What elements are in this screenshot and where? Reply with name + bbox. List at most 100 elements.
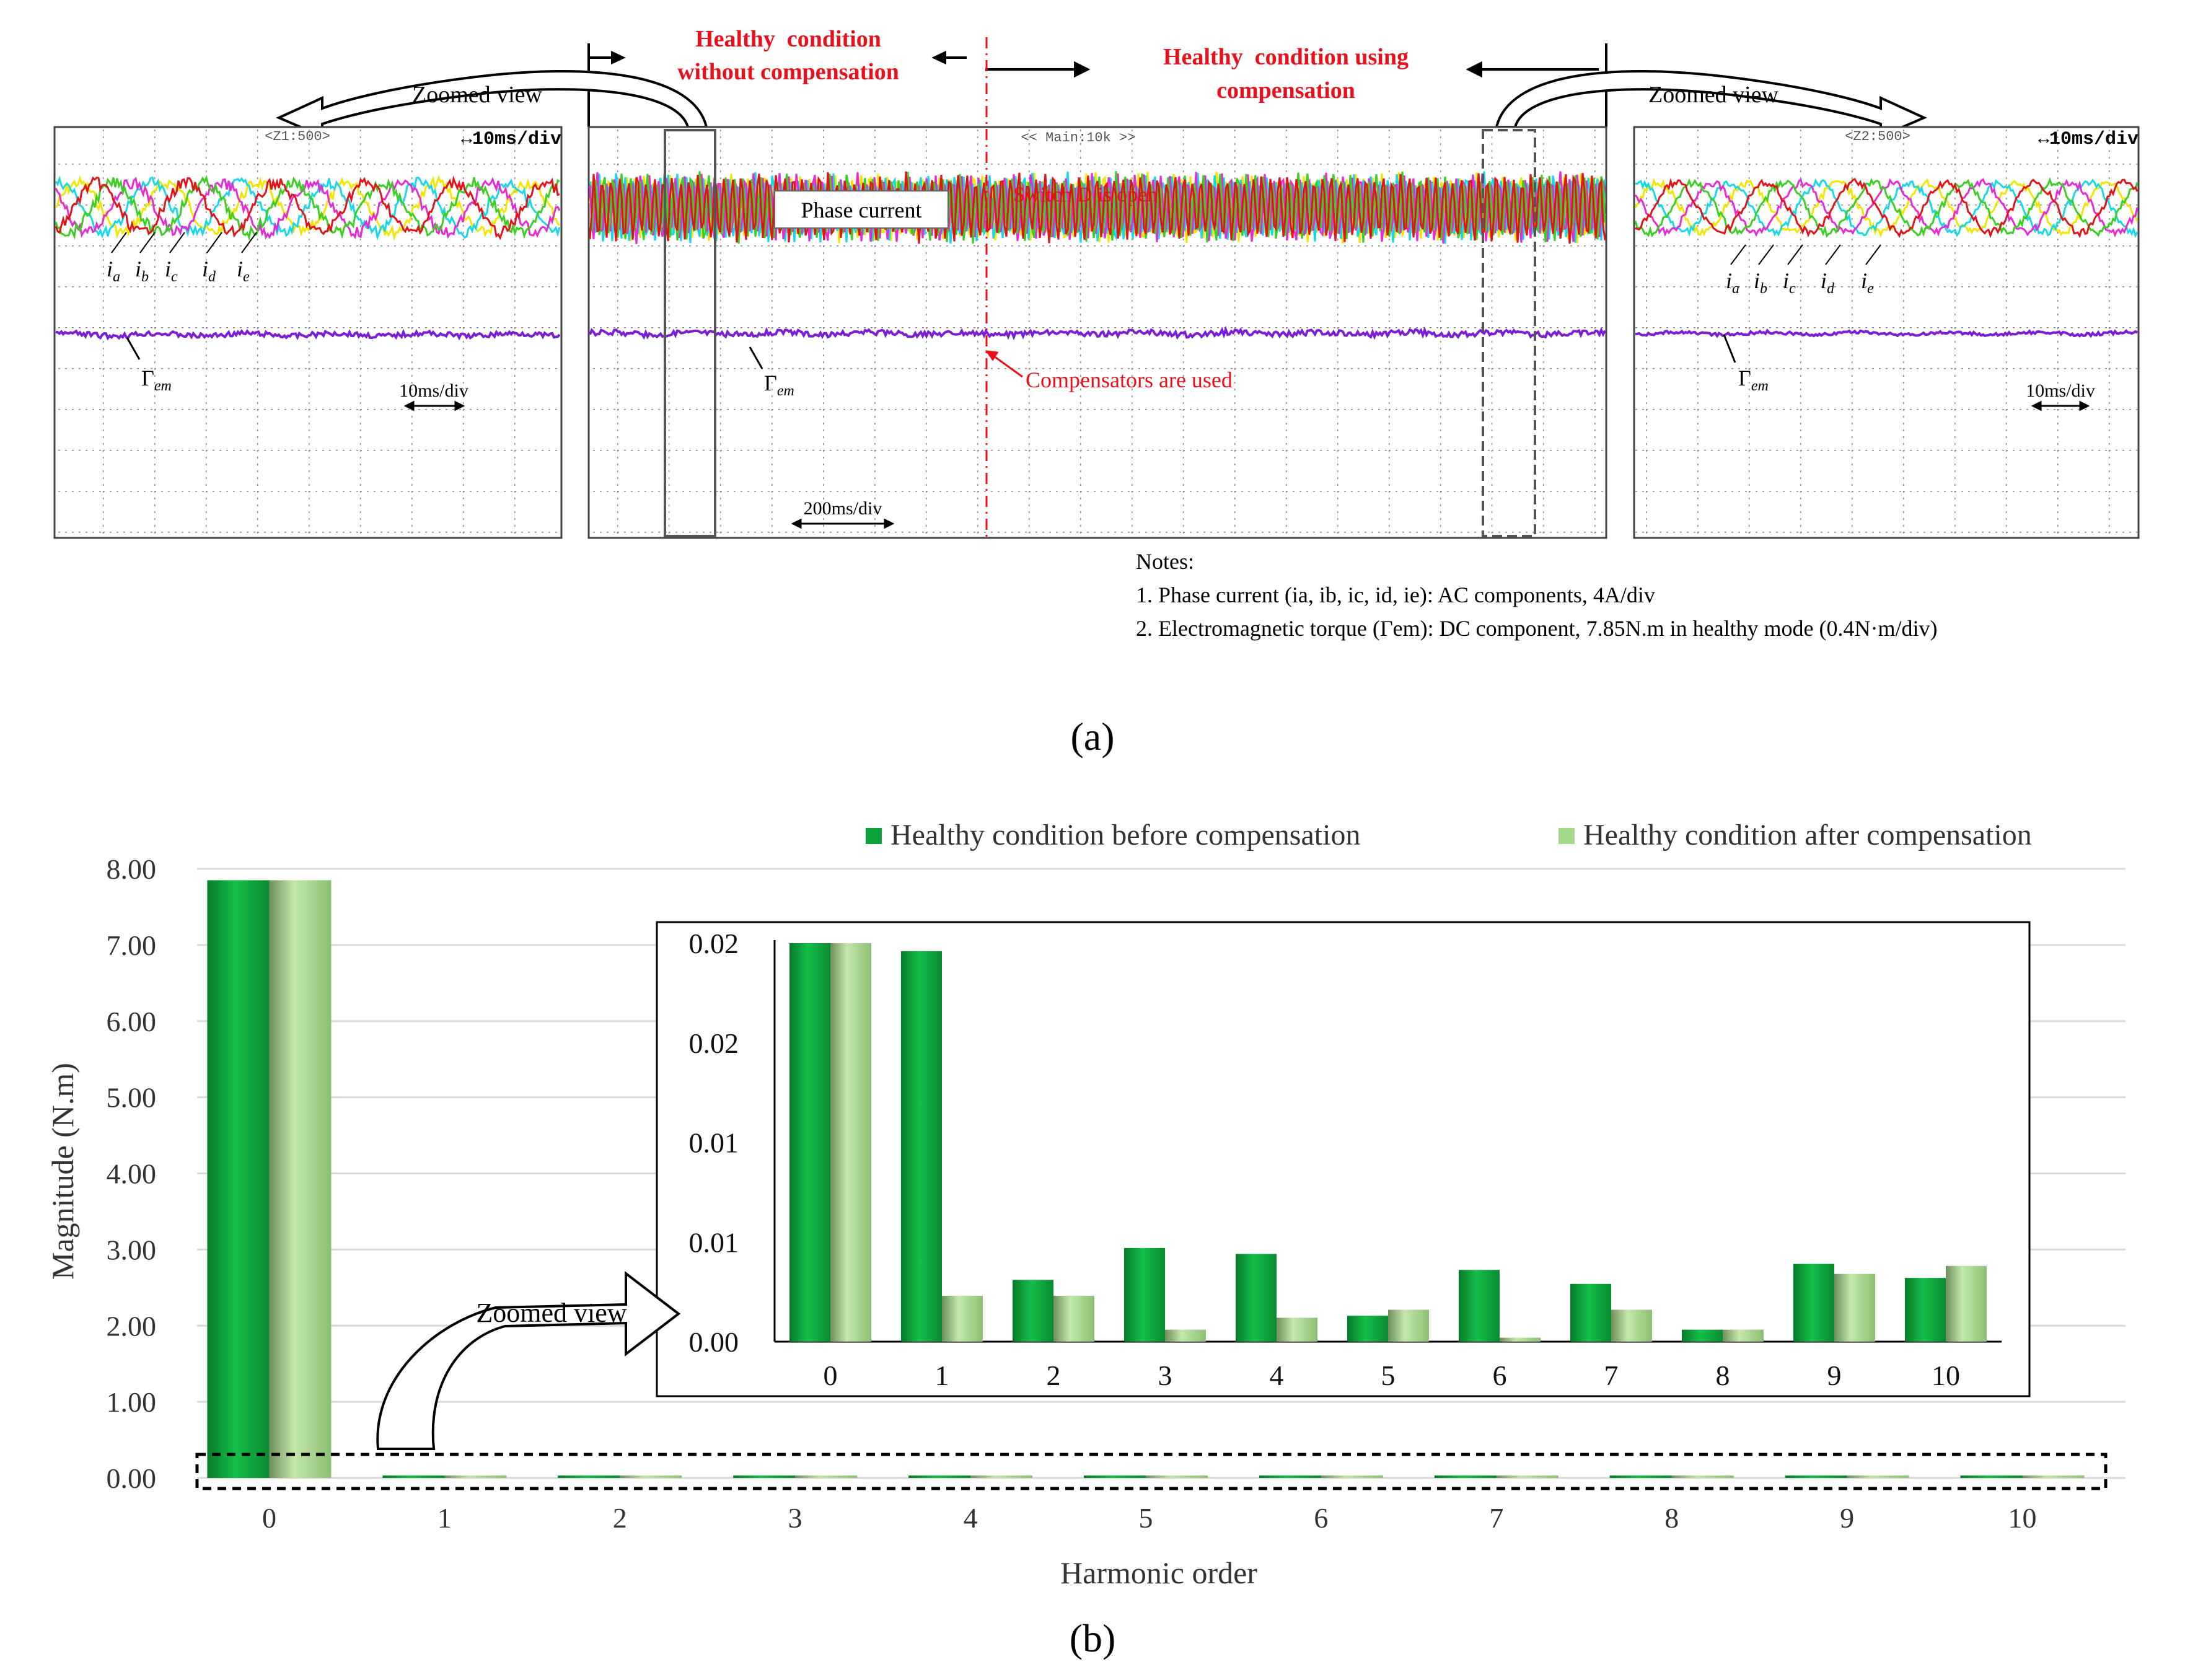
current-label: ie (1861, 268, 1874, 297)
torque-trace (589, 325, 1606, 341)
phase-current-trace (589, 171, 1606, 244)
bar-before-2 (558, 1475, 620, 1478)
notes-line1: 1. Phase current (ia, ib, ic, id, ie): A… (1136, 583, 1655, 607)
zoomed-view-b-label: Zoomed view (476, 1298, 626, 1328)
inset-bar-before-10 (1905, 1278, 1946, 1342)
scope-right: <Z2:500> ↔10ms/div ia ib ic id ie 10ms/div Γ… (1633, 126, 2140, 539)
scope-right-timebase: ↔10ms/div (2038, 129, 2139, 150)
healthy-without-line2: without compensation (677, 59, 899, 85)
bar-before-5 (1084, 1475, 1146, 1478)
inset-bar-before-4 (1236, 1254, 1277, 1342)
bar-before-9 (1785, 1475, 1847, 1478)
x-axis-title: Harmonic order (1060, 1555, 1257, 1590)
current-label: id (1821, 268, 1835, 297)
scope-right-torque-pointer (1723, 334, 1736, 363)
zoom-region-box (195, 1453, 2108, 1490)
current-label: id (202, 257, 216, 285)
inset-bar-after-10 (1946, 1265, 1987, 1342)
bar-after-3 (795, 1475, 858, 1478)
bar-before-0 (207, 880, 270, 1478)
panel-a: Healthy condition without compensation H… (53, 26, 2140, 759)
y-axis-title: Magnitude (N.m) (45, 1063, 80, 1280)
zoomed-view-left-label: Zoomed view (412, 82, 543, 108)
healthy-using-line1: Healthy condition using (1163, 44, 1409, 70)
inset-bar-before-8 (1682, 1329, 1723, 1342)
inset-bar-before-2 (1013, 1280, 1053, 1342)
notes-title: Notes: (1136, 549, 1194, 574)
current-pointer (111, 232, 127, 253)
phase-current-trace (1635, 178, 2139, 239)
x-tick-label: 7 (1489, 1502, 1503, 1534)
x-tick-label: 10 (2008, 1502, 2037, 1534)
bar-before-6 (1259, 1475, 1321, 1478)
current-label: ia (1726, 268, 1739, 297)
panel-b-label: (b) (1070, 1616, 1116, 1660)
scope-main-header: << Main:10k >> (1021, 130, 1136, 146)
phase-current-trace (55, 175, 560, 241)
inset-bar-before-0 (789, 943, 830, 1342)
torque-trace (1635, 328, 2138, 338)
inset-bar-after-9 (1834, 1273, 1875, 1342)
scope-main-window-left (664, 129, 716, 537)
inset-x-tick-label: 1 (935, 1360, 949, 1391)
scope-left-current-labels: ia ib ic id ie (107, 232, 257, 285)
legend-swatch-before (866, 828, 882, 844)
phase-current-trace (589, 171, 1606, 244)
scope-main-torque-label: Γem (764, 371, 794, 399)
inset-y-tick-label: 0.01 (689, 1127, 739, 1159)
bar-before-8 (1609, 1475, 1672, 1478)
inset-bar-after-4 (1277, 1317, 1317, 1342)
inset-bar-after-3 (1165, 1329, 1206, 1342)
inset-x-tick-label: 10 (1932, 1360, 1960, 1391)
inset-bar-before-5 (1347, 1316, 1388, 1342)
phase-current-box (774, 190, 949, 229)
scope-main-window-right (1482, 129, 1536, 537)
scope-left: <Z1:500> ↔10ms/div ia ib ic id ie 10ms/div Γ… (53, 126, 563, 539)
inset-bar-before-1 (901, 951, 942, 1342)
inset-y-tick-label: 0.02 (689, 928, 739, 959)
healthy-without-line1: Healthy condition (695, 26, 881, 52)
scope-main-traces (589, 171, 1606, 341)
scope-right-traces (1634, 177, 2139, 338)
torque-trace (55, 328, 561, 341)
inset-x-tick-label: 4 (1270, 1360, 1284, 1391)
inset-bar-before-6 (1459, 1270, 1500, 1342)
bar-after-7 (1496, 1475, 1559, 1478)
x-tick-label: 5 (1139, 1502, 1153, 1534)
current-pointer (206, 232, 222, 253)
inset-x-tick-label: 5 (1381, 1360, 1396, 1391)
zoom-arrow-left (276, 69, 708, 139)
y-tick-label: 5.00 (107, 1082, 157, 1114)
x-tick-label: 9 (1840, 1502, 1854, 1534)
panel-a-label: (a) (1070, 715, 1114, 759)
legend-swatch-after (1559, 828, 1575, 844)
inset-bar-before-3 (1124, 1247, 1165, 1342)
scope-left-div-arrow (403, 400, 465, 411)
switch-open-label: Switch D is open (1013, 183, 1158, 206)
inset-bar-after-6 (1500, 1337, 1541, 1342)
inset-x-tick-label: 7 (1604, 1360, 1619, 1391)
bar-after-5 (1146, 1475, 1208, 1478)
scope-right-header: <Z2:500> (1845, 129, 1910, 144)
legend-label-after: Healthy condition after compensation (1583, 819, 2032, 851)
current-pointer (1730, 244, 1746, 265)
bar-after-4 (970, 1475, 1033, 1478)
inset-x-tick-label: 6 (1493, 1360, 1507, 1391)
inset-bar-chart: 0.00 0.01 0.01 0.02 0.02 0 1 2 3 4 5 6 7 8 9 10 (656, 921, 2031, 1397)
notes: Notes: 1. Phase current (ia, ib, ic, id,… (1136, 549, 1938, 641)
bar-after-6 (1321, 1475, 1383, 1478)
current-label: ie (237, 257, 250, 285)
current-label: ic (1783, 268, 1796, 297)
panel-b: 0.00 1.00 2.00 3.00 4.00 5.00 6.00 7.00 8.00 0 1 2 3… (45, 819, 2126, 1660)
inset-bar-after-1 (942, 1296, 983, 1342)
zoom-arrow-b (376, 1270, 681, 1450)
inset-bar-after-0 (830, 943, 871, 1342)
bar-before-10 (1960, 1475, 2023, 1478)
phase-current-trace (55, 175, 561, 241)
legend-label-before: Healthy condition before compensation (890, 819, 1360, 851)
scope-right-current-labels: ia ib ic id ie (1726, 244, 1881, 297)
current-pointer (1825, 244, 1841, 265)
inset-x-tick-label: 0 (824, 1360, 838, 1391)
scope-main: << Main:10k >> Phase current Switch D is… (587, 37, 1607, 539)
